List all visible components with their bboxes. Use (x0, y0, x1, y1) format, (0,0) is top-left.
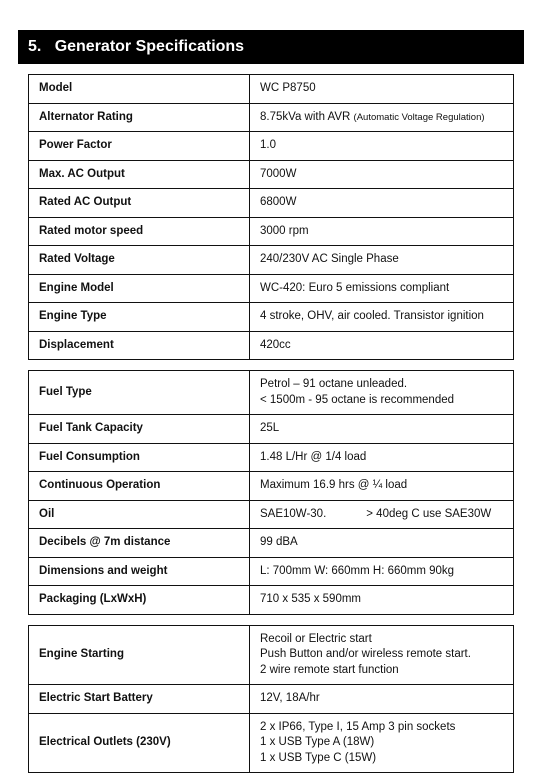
spec-value: 6800W (250, 189, 514, 218)
spec-label: Packaging (LxWxH) (29, 586, 250, 615)
spec-value: 7000W (250, 160, 514, 189)
spec-table-3: Engine StartingRecoil or Electric startP… (28, 625, 514, 774)
spec-label: Electrical Outlets (230V) (29, 713, 250, 773)
spec-value: L: 700mm W: 660mm H: 660mm 90kg (250, 557, 514, 586)
table-row: Dimensions and weightL: 700mm W: 660mm H… (29, 557, 514, 586)
table-row: Rated Voltage240/230V AC Single Phase (29, 246, 514, 275)
table-row: Packaging (LxWxH)710 x 535 x 590mm (29, 586, 514, 615)
table-row: Max. AC Output7000W (29, 160, 514, 189)
spec-value: SAE10W-30.> 40deg C use SAE30W (250, 500, 514, 529)
spec-label: Electric Start Battery (29, 685, 250, 714)
spec-label: Rated AC Output (29, 189, 250, 218)
spec-table-1: ModelWC P8750 Alternator Rating8.75kVa w… (28, 74, 514, 360)
table-row: Engine ModelWC-420: Euro 5 emissions com… (29, 274, 514, 303)
spec-label: Engine Starting (29, 625, 250, 685)
table-row: Power Factor1.0 (29, 132, 514, 161)
spec-value: WC-420: Euro 5 emissions compliant (250, 274, 514, 303)
spec-label: Continuous Operation (29, 472, 250, 501)
spec-value: 25L (250, 415, 514, 444)
table-row: Engine Type4 stroke, OHV, air cooled. Tr… (29, 303, 514, 332)
spec-note: (Automatic Voltage Regulation) (354, 112, 485, 123)
table-row: Fuel Consumption1.48 L/Hr @ 1/4 load (29, 443, 514, 472)
spec-value: 12V, 18A/hr (250, 685, 514, 714)
table-row: ModelWC P8750 (29, 75, 514, 104)
table-row: Rated motor speed3000 rpm (29, 217, 514, 246)
spec-label: Fuel Type (29, 371, 250, 415)
spec-label: Engine Model (29, 274, 250, 303)
table-row: Continuous OperationMaximum 16.9 hrs @ ¼… (29, 472, 514, 501)
table-row: Fuel Tank Capacity25L (29, 415, 514, 444)
spec-value: Maximum 16.9 hrs @ ¼ load (250, 472, 514, 501)
spec-value: Recoil or Electric startPush Button and/… (250, 625, 514, 685)
spec-label: Power Factor (29, 132, 250, 161)
spec-label: Model (29, 75, 250, 104)
spec-value: 710 x 535 x 590mm (250, 586, 514, 615)
spec-value: 1.0 (250, 132, 514, 161)
spec-value: 2 x IP66, Type I, 15 Amp 3 pin sockets1 … (250, 713, 514, 773)
spec-label: Fuel Tank Capacity (29, 415, 250, 444)
table-row: Decibels @ 7m distance99 dBA (29, 529, 514, 558)
spec-value: 99 dBA (250, 529, 514, 558)
spec-value: 1.48 L/Hr @ 1/4 load (250, 443, 514, 472)
spec-label: Displacement (29, 331, 250, 360)
table-row: Displacement420cc (29, 331, 514, 360)
spec-label: Engine Type (29, 303, 250, 332)
section-header: 5. Generator Specifications (18, 30, 524, 64)
spec-value: WC P8750 (250, 75, 514, 104)
table-row: OilSAE10W-30.> 40deg C use SAE30W (29, 500, 514, 529)
table-row: Engine StartingRecoil or Electric startP… (29, 625, 514, 685)
spec-label: Oil (29, 500, 250, 529)
spec-value: 3000 rpm (250, 217, 514, 246)
spec-table-2: Fuel TypePetrol – 91 octane unleaded.< 1… (28, 370, 514, 615)
spec-value: 8.75kVa with AVR (Automatic Voltage Regu… (250, 103, 514, 132)
table-row: Electric Start Battery12V, 18A/hr (29, 685, 514, 714)
spec-label: Decibels @ 7m distance (29, 529, 250, 558)
table-row: Alternator Rating8.75kVa with AVR (Autom… (29, 103, 514, 132)
spec-value: 240/230V AC Single Phase (250, 246, 514, 275)
spec-value: Petrol – 91 octane unleaded.< 1500m - 95… (250, 371, 514, 415)
table-row: Rated AC Output6800W (29, 189, 514, 218)
section-title: Generator Specifications (55, 38, 244, 55)
spec-label: Alternator Rating (29, 103, 250, 132)
spec-value: 4 stroke, OHV, air cooled. Transistor ig… (250, 303, 514, 332)
spec-label: Rated Voltage (29, 246, 250, 275)
table-row: Fuel TypePetrol – 91 octane unleaded.< 1… (29, 371, 514, 415)
spec-value: 420cc (250, 331, 514, 360)
spec-label: Dimensions and weight (29, 557, 250, 586)
table-row: Electrical Outlets (230V)2 x IP66, Type … (29, 713, 514, 773)
section-number: 5. (28, 38, 41, 55)
spec-label: Max. AC Output (29, 160, 250, 189)
spec-label: Fuel Consumption (29, 443, 250, 472)
spec-label: Rated motor speed (29, 217, 250, 246)
